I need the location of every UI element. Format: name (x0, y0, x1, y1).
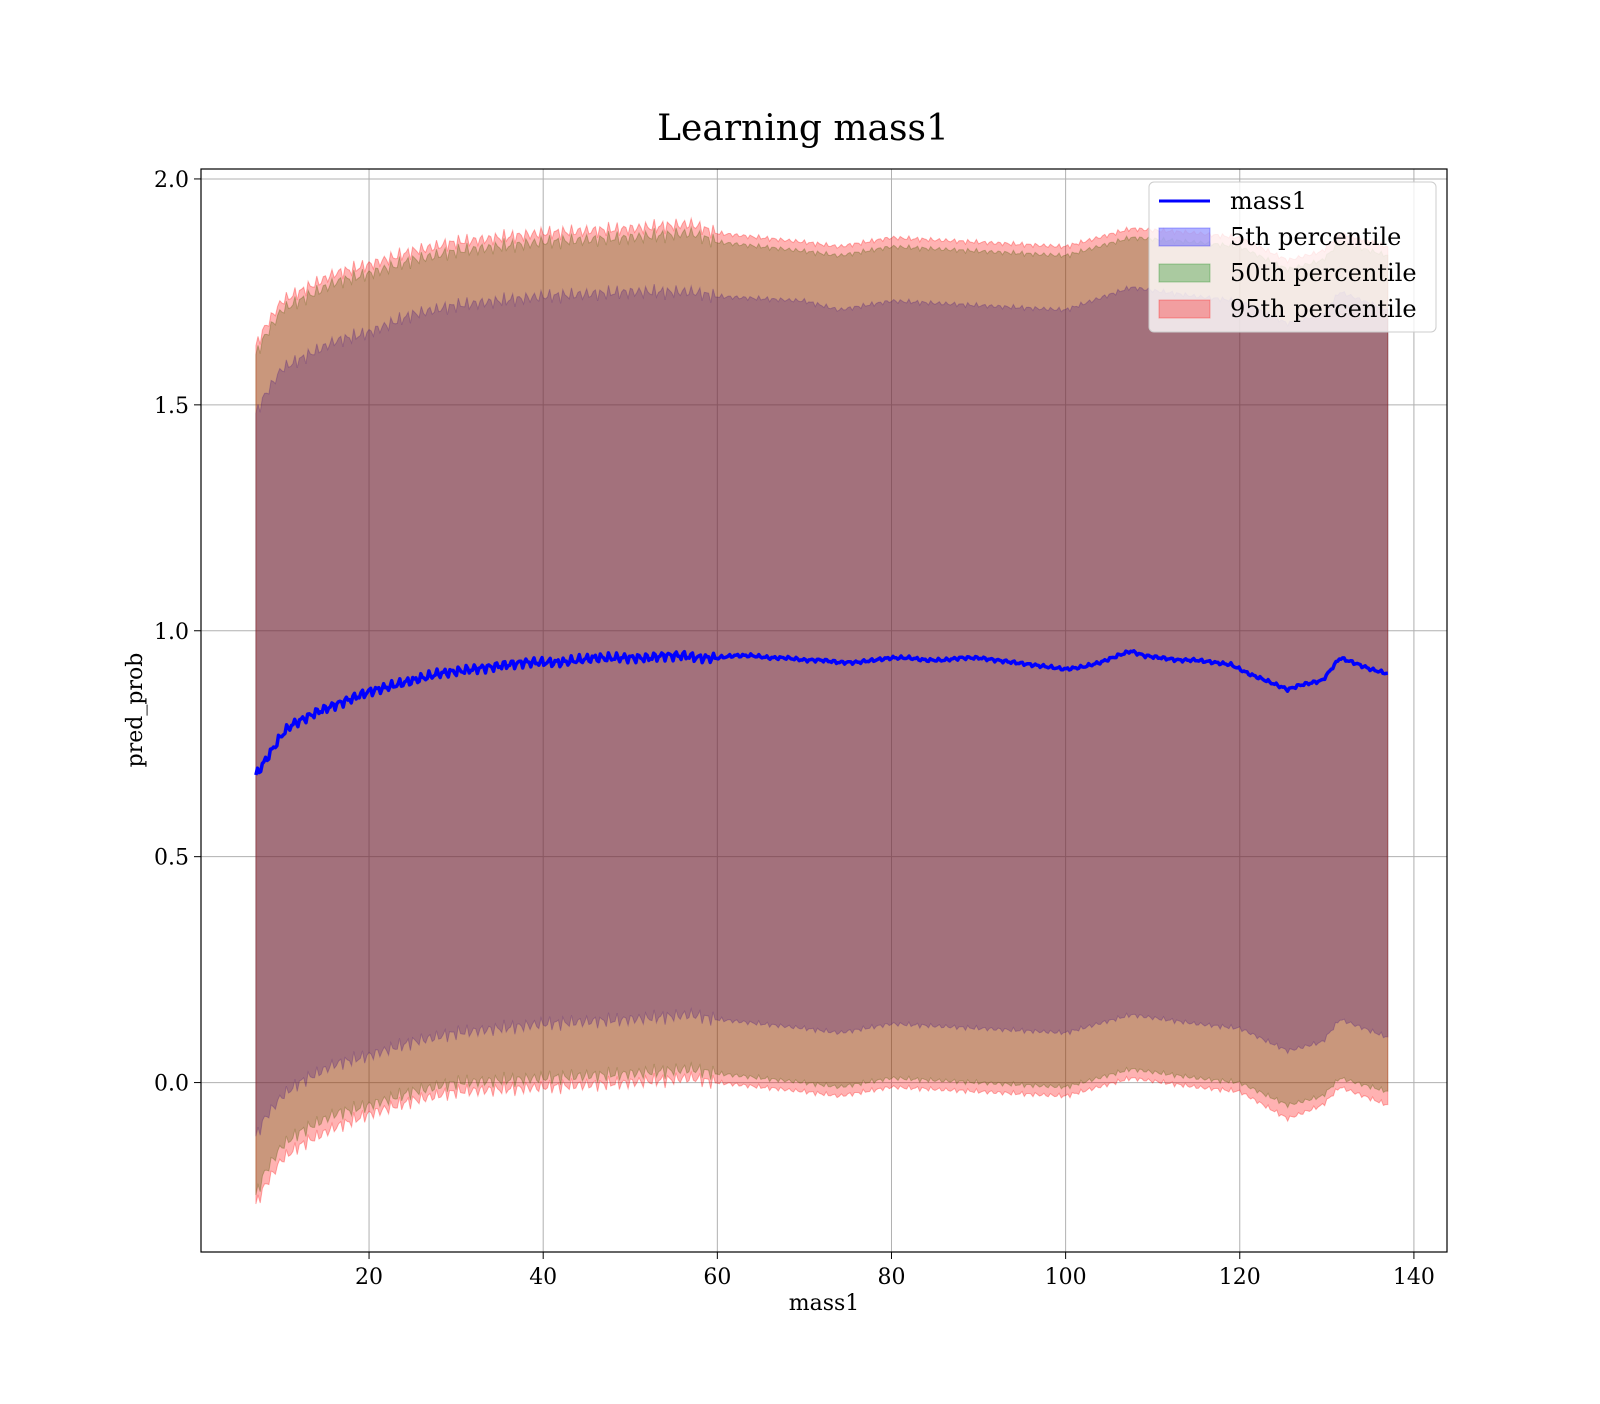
legend-swatch-95th (1158, 299, 1211, 319)
band-50th-percentile (255, 225, 1389, 1196)
x-axis-label: mass1 (789, 1291, 860, 1316)
series-line-mass1 (254, 649, 1388, 776)
legend-swatch-50th (1158, 263, 1211, 283)
legend-label-line: mass1 (1230, 187, 1307, 215)
y-axis-label: pred_prob (123, 653, 148, 768)
axis-ticks: 20 40 60 80 100 120 140 0.0 0.5 1.0 1.5 2.0 (154, 168, 1435, 1290)
legend-swatch-5th (1158, 227, 1211, 247)
x-tick-label: 120 (1219, 1265, 1261, 1290)
y-tick-label: 1.0 (154, 620, 189, 645)
x-tick-label: 80 (877, 1265, 905, 1290)
series-lines (254, 649, 1388, 776)
legend-label-95th: 95th percentile (1230, 295, 1417, 323)
legend: mass1 5th percentile 50th percentile 95t… (1148, 181, 1437, 333)
x-tick-label: 40 (529, 1265, 557, 1290)
band-5th-percentile (255, 283, 1389, 1137)
y-tick-label: 0.0 (154, 1072, 189, 1097)
x-tick-label: 140 (1393, 1265, 1435, 1290)
y-tick-label: 2.0 (154, 168, 189, 193)
x-tick-label: 20 (355, 1265, 383, 1290)
band-95th-percentile (255, 216, 1389, 1205)
legend-box (1148, 181, 1437, 333)
y-tick-label: 0.5 (154, 846, 189, 871)
percentile-bands (255, 216, 1389, 1205)
y-tick-label: 1.5 (154, 394, 189, 419)
x-tick-label: 100 (1045, 1265, 1087, 1290)
plot-frame (200, 168, 1448, 1253)
legend-label-50th: 50th percentile (1230, 259, 1417, 287)
x-tick-label: 60 (703, 1265, 731, 1290)
legend-label-5th: 5th percentile (1230, 223, 1401, 251)
chart-title: Learning mass1 (657, 108, 949, 149)
grid-lines (201, 169, 1447, 1252)
